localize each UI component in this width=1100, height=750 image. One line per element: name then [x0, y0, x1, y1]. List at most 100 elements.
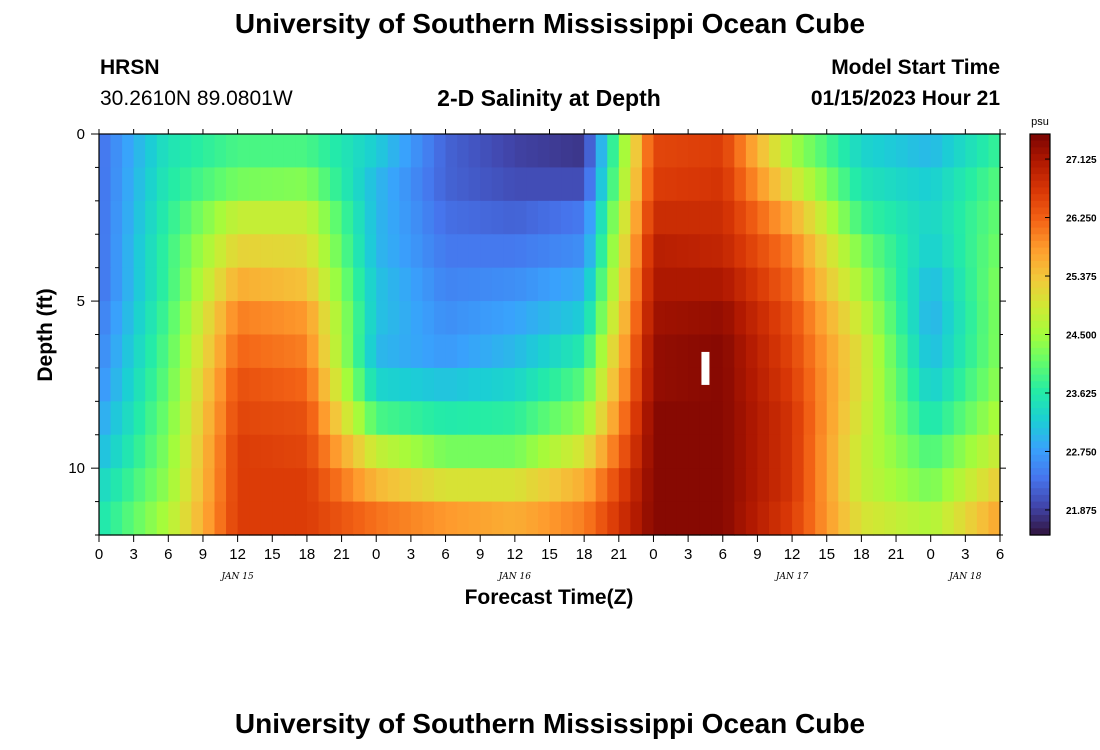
heatmap-cell: [422, 401, 435, 436]
x-day-label: JAN 16: [497, 572, 532, 582]
heatmap-cell: [387, 234, 400, 269]
heatmap-cell: [965, 501, 978, 536]
heatmap-cell: [641, 468, 655, 503]
heatmap-cell: [838, 367, 851, 402]
heatmap-cell: [122, 301, 135, 336]
heatmap-cell: [722, 401, 735, 436]
heatmap-cell: [445, 401, 458, 436]
heatmap-cell: [110, 468, 123, 503]
heatmap-cell: [919, 200, 932, 235]
colorbar-segment: [1030, 281, 1050, 289]
heatmap-cell: [930, 334, 943, 369]
colorbar-segment: [1030, 347, 1050, 356]
heatmap-cell: [757, 468, 770, 503]
heatmap-cell: [815, 401, 828, 436]
colorbar-segment: [1030, 521, 1050, 529]
heatmap-cell: [572, 434, 585, 469]
colorbar-segment: [1030, 414, 1050, 422]
heatmap-cell: [734, 167, 747, 202]
heatmap-cell: [757, 334, 770, 369]
heatmap-cell: [953, 167, 966, 202]
heatmap-cell: [665, 234, 678, 269]
heatmap-cell: [318, 234, 331, 269]
heatmap-cell: [399, 301, 412, 336]
heatmap-cell: [826, 301, 839, 336]
heatmap-cell: [711, 267, 724, 302]
heatmap-cell: [410, 301, 424, 336]
heatmap-cell: [399, 167, 412, 202]
colorbar-segment: [1030, 441, 1050, 449]
heatmap-cell: [919, 234, 932, 269]
heatmap-cell: [618, 267, 631, 302]
heatmap-cell: [341, 200, 354, 235]
heatmap-cell: [872, 334, 886, 369]
heatmap-cell: [584, 501, 597, 536]
heatmap-cell: [226, 401, 239, 436]
heatmap-cell: [711, 367, 724, 402]
heatmap-cell: [133, 367, 146, 402]
station-coordinates: 30.2610N 89.0801W: [100, 87, 293, 110]
heatmap-cell: [711, 434, 724, 469]
heatmap-cell: [872, 367, 886, 402]
x-tick-label: 15: [541, 546, 558, 563]
heatmap-cell: [676, 334, 689, 369]
heatmap-cell: [768, 301, 782, 336]
heatmap-cell: [734, 134, 747, 169]
heatmap-cell: [595, 367, 608, 402]
heatmap-cell: [226, 267, 239, 302]
heatmap-cell: [665, 301, 678, 336]
heatmap-cell: [399, 334, 412, 369]
heatmap-cell: [768, 200, 782, 235]
heatmap-cell: [503, 367, 516, 402]
heatmap-cell: [768, 468, 782, 503]
heatmap-cell: [537, 468, 551, 503]
heatmap-cell: [283, 134, 296, 169]
heatmap-cell: [618, 434, 631, 469]
heatmap-cell: [202, 301, 216, 336]
heatmap-cell: [318, 200, 331, 235]
heatmap-cell: [410, 367, 424, 402]
heatmap-cell: [376, 334, 389, 369]
colorbar-segment: [1030, 234, 1050, 242]
colorbar-segment: [1030, 247, 1050, 255]
heatmap-cell: [872, 501, 886, 536]
heatmap-cell: [907, 468, 920, 503]
heatmap-cell: [376, 167, 389, 202]
colorbar-segment: [1030, 307, 1050, 316]
heatmap-cell: [815, 301, 828, 336]
heatmap-cell: [122, 134, 135, 169]
heatmap-cell: [283, 267, 296, 302]
heatmap-cell: [815, 200, 828, 235]
x-tick-label: 3: [684, 546, 692, 563]
colorbar-segment: [1030, 528, 1050, 536]
heatmap-cell: [965, 301, 978, 336]
heatmap-cell: [399, 501, 412, 536]
heatmap-cell: [168, 401, 181, 436]
heatmap-cell: [526, 234, 539, 269]
heatmap-cell: [318, 434, 331, 469]
heatmap-cell: [468, 267, 481, 302]
heatmap-cell: [803, 301, 816, 336]
heatmap-cell: [214, 200, 227, 235]
heatmap-cell: [734, 267, 747, 302]
heatmap-cell: [457, 367, 470, 402]
x-tick-label: 15: [818, 546, 835, 563]
heatmap-cell: [156, 234, 169, 269]
heatmap-cell: [341, 234, 354, 269]
heatmap-cell: [249, 200, 262, 235]
colorbar-segment: [1030, 287, 1050, 295]
heatmap-cell: [584, 200, 597, 235]
heatmap-cell: [630, 267, 643, 302]
heatmap-cell: [156, 501, 169, 536]
heatmap-cell: [249, 434, 262, 469]
heatmap-cell: [145, 334, 158, 369]
heatmap-cell: [480, 167, 493, 202]
heatmap-cell: [976, 468, 990, 503]
colorbar-segment: [1030, 327, 1050, 336]
heatmap-cell: [376, 468, 389, 503]
heatmap-cell: [665, 367, 678, 402]
heatmap-cell: [722, 167, 735, 202]
heatmap-cell: [249, 234, 262, 269]
heatmap-cell: [457, 401, 470, 436]
heatmap-cell: [976, 301, 990, 336]
